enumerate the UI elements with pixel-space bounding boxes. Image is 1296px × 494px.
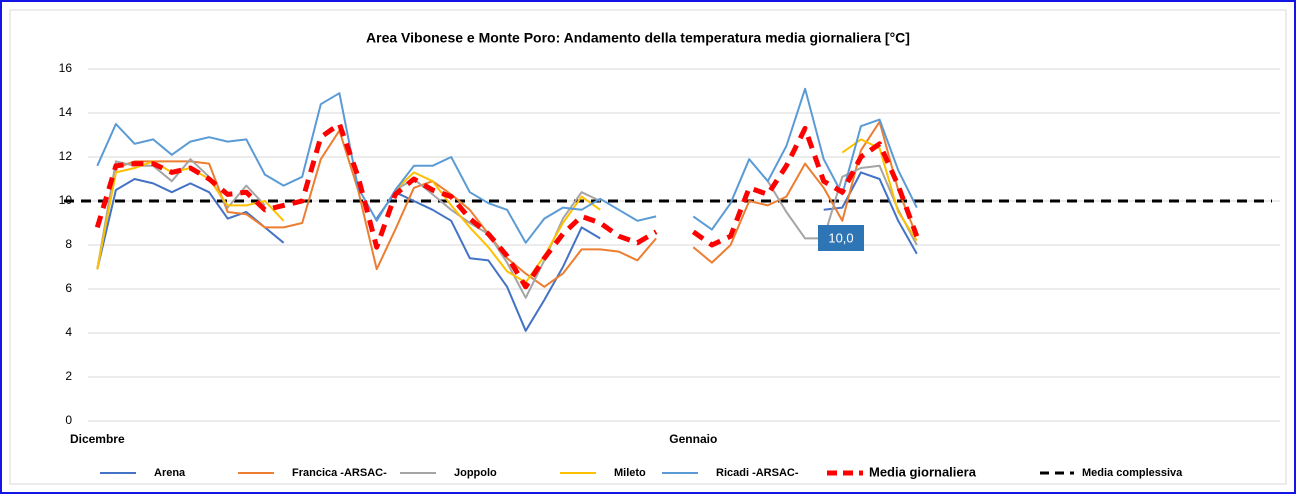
legend-label: Media giornaliera (869, 464, 977, 479)
y-tick-label: 14 (59, 105, 73, 119)
y-tick-label: 2 (65, 369, 72, 383)
legend-label: Francica -ARSAC- (292, 467, 387, 479)
series-line (96, 171, 918, 332)
y-tick-label: 6 (65, 281, 72, 295)
chart-title: Area Vibonese e Monte Poro: Andamento de… (366, 30, 910, 46)
data-label-box (818, 225, 864, 251)
x-tick-label: Dicembre (70, 432, 125, 446)
legend-label: Mileto (614, 467, 646, 479)
legend-label: Joppolo (454, 467, 497, 479)
y-tick-label: 0 (65, 413, 72, 427)
legend-label: Arena (154, 467, 186, 479)
y-tick-label: 4 (65, 325, 72, 339)
data-label: 10,0 (828, 230, 853, 245)
legend-label: Media complessiva (1082, 467, 1183, 479)
series-line (96, 87, 918, 244)
y-tick-label: 8 (65, 237, 72, 251)
legend-label: Ricadi -ARSAC- (716, 467, 799, 479)
y-tick-label: 16 (59, 61, 73, 75)
x-tick-label: Gennaio (669, 432, 717, 446)
y-tick-label: 12 (59, 149, 73, 163)
series-line (94, 121, 920, 290)
